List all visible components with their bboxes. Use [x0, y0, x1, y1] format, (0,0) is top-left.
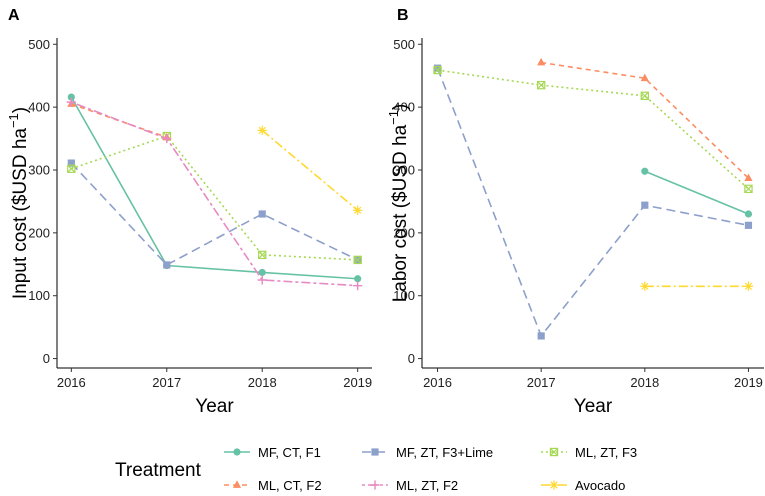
- data-point: [258, 268, 266, 277]
- data-point: [744, 173, 753, 182]
- x-axis-title: Year: [574, 396, 613, 417]
- legend-title: Treatment: [115, 460, 202, 481]
- series-line: [644, 170, 749, 215]
- y-tick-label: 200: [28, 225, 50, 240]
- data-point: [640, 91, 650, 101]
- data-point: [640, 281, 650, 291]
- y-axis-title: Labor cost ($USD ha−1): [386, 104, 411, 303]
- data-point: [162, 133, 172, 144]
- y-tick-label: 300: [28, 163, 50, 178]
- data-point: [257, 275, 267, 285]
- legend-label: MF, CT, F1: [258, 445, 321, 460]
- data-point: [536, 80, 546, 90]
- x-tick-label: 2017: [152, 375, 181, 390]
- y-tick-label: 100: [28, 288, 50, 303]
- data-point: [640, 73, 649, 82]
- y-tick-label: 400: [28, 100, 50, 115]
- legend-marker: [371, 448, 379, 456]
- y-tick-label: 400: [393, 100, 415, 115]
- series-mf-zt-f3-lime: [433, 64, 753, 340]
- legend-item-mf-ct-f1: MF, CT, F1: [224, 445, 321, 460]
- legend-marker: [233, 448, 241, 456]
- series-line: [70, 96, 358, 280]
- series-line: [70, 162, 359, 266]
- series-line: [436, 67, 749, 338]
- data-point: [744, 221, 753, 229]
- data-point: [67, 93, 75, 101]
- data-point: [67, 159, 75, 167]
- data-point: [163, 261, 171, 269]
- legend-marker: [549, 447, 559, 457]
- y-tick-label: 300: [393, 163, 415, 178]
- y-tick-label: 0: [43, 351, 50, 366]
- legend-label: Avocado: [575, 478, 625, 493]
- data-point: [257, 125, 267, 135]
- y-tick-label: 500: [393, 37, 415, 52]
- legend-label: ML, ZT, F3: [575, 445, 637, 460]
- data-point: [744, 210, 753, 218]
- x-tick-label: 2019: [343, 375, 372, 390]
- y-tick-label: 200: [393, 225, 415, 240]
- data-point: [641, 167, 649, 175]
- data-point: [433, 64, 442, 72]
- series-avocado: [257, 125, 363, 215]
- data-point: [353, 205, 363, 215]
- series-ml-zt-f2: [66, 97, 363, 291]
- data-point: [433, 65, 442, 75]
- x-tick-label: 2017: [527, 375, 556, 390]
- panel-letter: A: [8, 7, 20, 24]
- y-axis-title: Input cost ($USD ha−1): [6, 107, 31, 299]
- y-tick-label: 0: [408, 351, 415, 366]
- x-tick-label: 2016: [57, 375, 86, 390]
- legend-item-ml-ct-f2: ML, CT, F2: [224, 478, 322, 493]
- legend-item-ml-zt-f3: ML, ZT, F3: [541, 445, 637, 460]
- x-tick-label: 2018: [248, 375, 277, 390]
- legend: Treatment MF, CT, F1 MF, ZT, F3+Lime ML, ZT…: [115, 445, 637, 493]
- legend-marker: [370, 480, 380, 490]
- data-point: [641, 201, 649, 209]
- series-mf-ct-f1: [641, 167, 753, 218]
- series-line: [437, 69, 749, 190]
- x-tick-label: 2016: [423, 375, 452, 390]
- data-point: [67, 164, 76, 173]
- legend-marker: [549, 480, 559, 490]
- series-ml-zt-f3: [433, 65, 753, 194]
- legend-item-mf-zt-f3-lime: MF, ZT, F3+Lime: [362, 445, 493, 460]
- series-line: [71, 135, 358, 261]
- y-tick-label: 100: [393, 288, 415, 303]
- legend-label: MF, ZT, F3+Lime: [396, 445, 493, 460]
- series-ml-ct-f2: [537, 57, 753, 182]
- series-line: [71, 101, 358, 287]
- data-point: [353, 281, 363, 291]
- series-line: [261, 129, 359, 211]
- x-tick-label: 2019: [734, 375, 763, 390]
- legend-label: ML, CT, F2: [258, 478, 322, 493]
- data-point: [744, 184, 753, 194]
- panel-a: A 0 100 200 300 400 500 2016 2017 2018 2019 Year Inp…: [6, 7, 372, 417]
- data-point: [537, 57, 546, 66]
- x-tick-label: 2018: [630, 375, 659, 390]
- data-point: [66, 97, 76, 107]
- data-point: [258, 210, 266, 218]
- data-point: [353, 255, 362, 265]
- panel-letter: B: [397, 7, 409, 24]
- legend-item-ml-zt-f2: ML, ZT, F2: [362, 478, 458, 493]
- legend-item-avocado: Avocado: [541, 478, 625, 493]
- data-point: [354, 275, 362, 283]
- series-ml-zt-f3: [67, 131, 362, 265]
- series-line: [541, 61, 750, 179]
- data-point: [258, 250, 267, 260]
- data-point: [537, 332, 545, 340]
- legend-marker: [232, 480, 242, 488]
- panel-b: B 0 100 200 300 400 500 2016 2017 2018 2019 Year Lab…: [386, 7, 764, 417]
- x-axis-title: Year: [195, 396, 234, 417]
- series-mf-ct-f1: [67, 93, 362, 283]
- series-avocado: [640, 281, 754, 291]
- legend-label: ML, ZT, F2: [396, 478, 458, 493]
- data-point: [743, 281, 754, 291]
- y-tick-label: 500: [28, 37, 50, 52]
